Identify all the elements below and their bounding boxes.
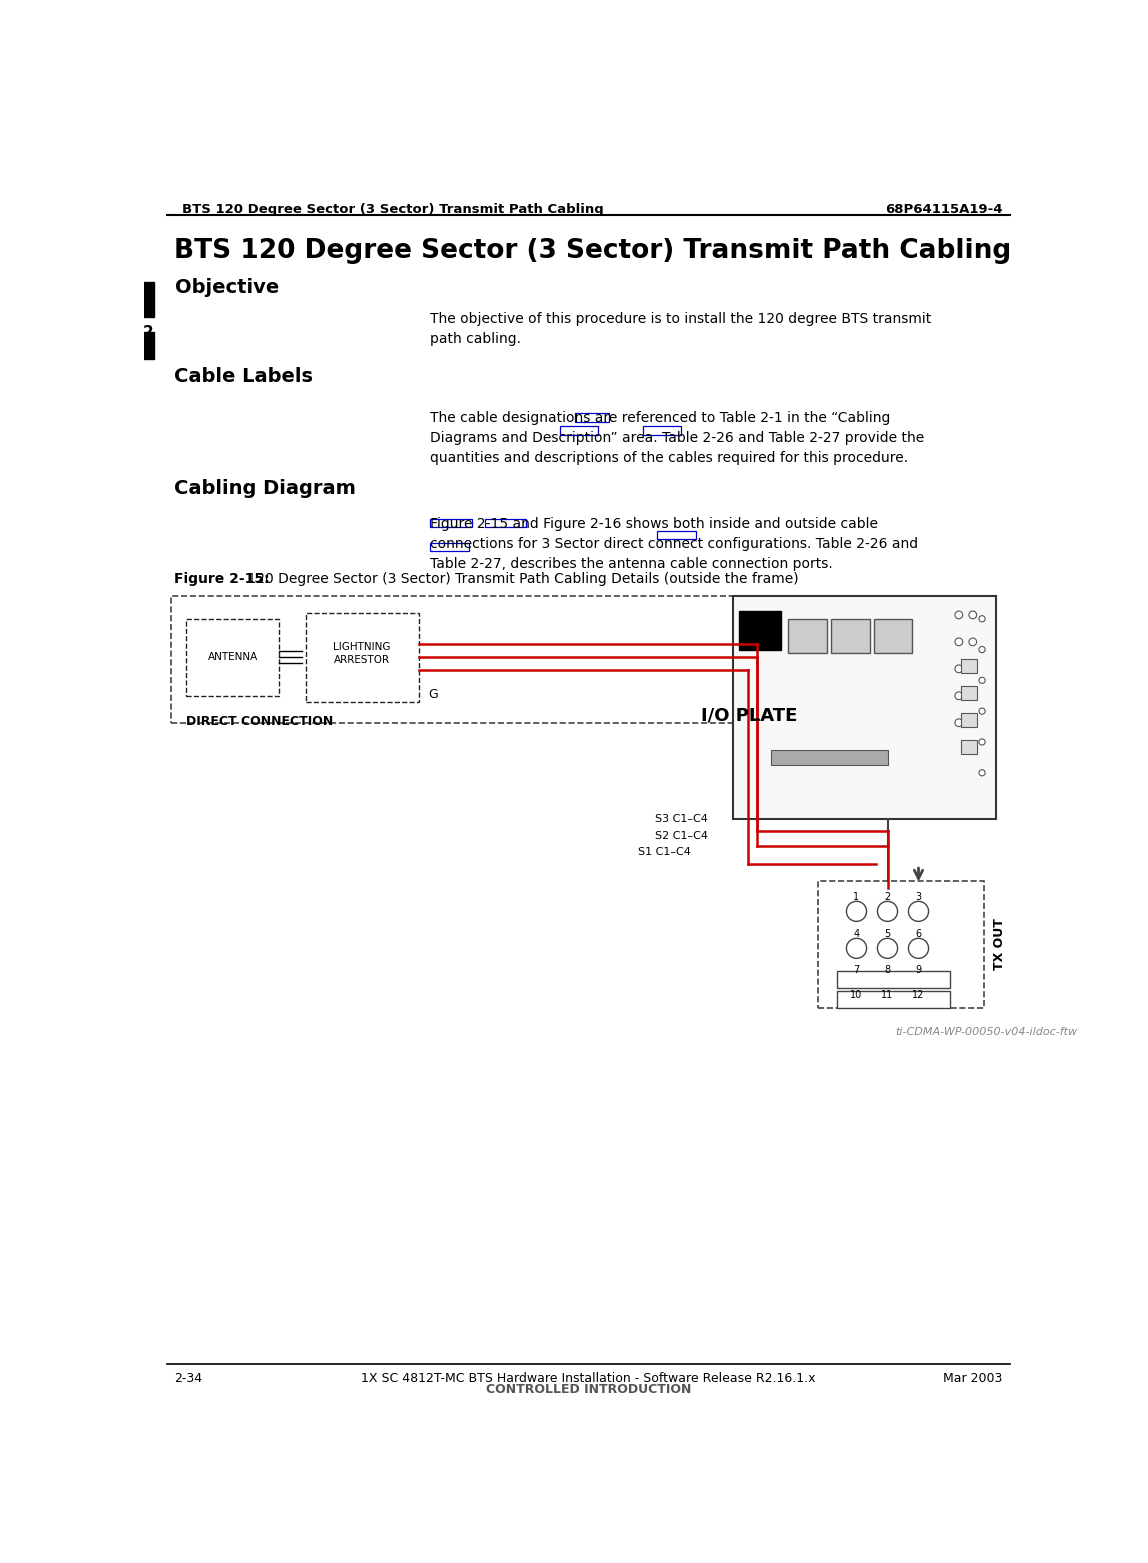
Bar: [874, 619, 913, 653]
Text: 2: 2: [142, 325, 154, 339]
Bar: [307, 613, 419, 702]
Text: DIRECT CONNECTION: DIRECT CONNECTION: [186, 714, 333, 728]
Text: 1X SC 4812T-MC BTS Hardware Installation - Software Release R2.16.1.x: 1X SC 4812T-MC BTS Hardware Installation…: [362, 1372, 815, 1385]
Bar: [186, 619, 279, 696]
Bar: [961, 658, 977, 672]
Text: ti-CDMA-WP-00050-v04-ildoc-ftw: ti-CDMA-WP-00050-v04-ildoc-ftw: [895, 1027, 1077, 1036]
Bar: [961, 686, 977, 700]
Text: 6: 6: [915, 930, 922, 939]
Bar: [837, 991, 949, 1008]
Circle shape: [877, 902, 898, 921]
Circle shape: [979, 739, 985, 746]
Text: I/O PLATE: I/O PLATE: [700, 706, 797, 724]
Circle shape: [969, 638, 977, 646]
Text: BTS 120 Degree Sector (3 Sector) Transmit Path Cabling: BTS 120 Degree Sector (3 Sector) Transmi…: [174, 238, 1011, 264]
Circle shape: [908, 938, 929, 958]
Text: 12: 12: [913, 989, 924, 999]
Bar: [817, 880, 984, 1008]
Text: Figure 2-15 and Figure 2-16 shows both inside and outside cable
connections for : Figure 2-15 and Figure 2-16 shows both i…: [430, 517, 918, 570]
Text: 4: 4: [853, 930, 860, 939]
Bar: [171, 596, 755, 722]
Text: S3 C1–C4: S3 C1–C4: [656, 814, 708, 824]
Text: 8: 8: [884, 964, 891, 975]
Text: LIGHTNING
ARRESTOR: LIGHTNING ARRESTOR: [333, 642, 390, 664]
Text: 7: 7: [853, 964, 860, 975]
Text: 10: 10: [851, 989, 862, 999]
Text: 1: 1: [853, 892, 860, 902]
Circle shape: [969, 611, 977, 619]
Text: 3: 3: [915, 892, 922, 902]
Circle shape: [846, 902, 867, 921]
Circle shape: [979, 647, 985, 653]
Bar: [738, 611, 782, 650]
Bar: [560, 427, 598, 435]
Circle shape: [955, 692, 963, 700]
Circle shape: [955, 719, 963, 727]
Text: BTS 120 Degree Sector (3 Sector) Transmit Path Cabling: BTS 120 Degree Sector (3 Sector) Transmi…: [183, 203, 604, 216]
Circle shape: [955, 638, 963, 646]
Bar: [831, 619, 870, 653]
Text: S1 C1–C4: S1 C1–C4: [638, 847, 691, 858]
Text: The objective of this procedure is to install the 120 degree BTS transmit
path c: The objective of this procedure is to in…: [430, 313, 931, 347]
Circle shape: [969, 719, 977, 727]
Circle shape: [908, 902, 929, 921]
Circle shape: [877, 938, 898, 958]
Text: G: G: [428, 688, 439, 702]
Bar: [144, 331, 154, 358]
Bar: [789, 619, 827, 653]
Bar: [430, 519, 472, 527]
Text: The cable designations are referenced to Table 2-1 in the “Cabling
Diagrams and : The cable designations are referenced to…: [430, 411, 924, 464]
Circle shape: [969, 664, 977, 672]
Bar: [658, 531, 696, 539]
Bar: [575, 413, 610, 422]
Text: ANTENNA: ANTENNA: [208, 652, 258, 663]
Circle shape: [969, 692, 977, 700]
Text: S2 C1–C4: S2 C1–C4: [656, 830, 708, 841]
Circle shape: [979, 677, 985, 683]
Text: 9: 9: [915, 964, 922, 975]
Text: 2-34: 2-34: [174, 1372, 203, 1385]
Text: CONTROLLED INTRODUCTION: CONTROLLED INTRODUCTION: [486, 1383, 691, 1396]
Text: Objective: Objective: [174, 278, 279, 297]
Bar: [484, 519, 526, 527]
Bar: [837, 972, 949, 988]
Circle shape: [979, 769, 985, 775]
Text: Cabling Diagram: Cabling Diagram: [174, 478, 356, 497]
Circle shape: [979, 708, 985, 714]
Text: 5: 5: [884, 930, 891, 939]
Text: 68P64115A19-4: 68P64115A19-4: [885, 203, 1002, 216]
Bar: [643, 427, 682, 435]
Text: 2: 2: [884, 892, 891, 902]
Bar: [732, 596, 996, 819]
Text: 11: 11: [882, 989, 893, 999]
Text: Figure 2-15:: Figure 2-15:: [174, 572, 270, 586]
Text: TX OUT: TX OUT: [993, 917, 1007, 969]
Bar: [961, 713, 977, 727]
Circle shape: [955, 664, 963, 672]
Bar: [771, 750, 887, 764]
Text: Mar 2003: Mar 2003: [943, 1372, 1002, 1385]
Circle shape: [846, 938, 867, 958]
Circle shape: [955, 611, 963, 619]
Text: Cable Labels: Cable Labels: [174, 367, 313, 386]
Bar: [144, 283, 154, 317]
Text: 120 Degree Sector (3 Sector) Transmit Path Cabling Details (outside the frame): 120 Degree Sector (3 Sector) Transmit Pa…: [242, 572, 798, 586]
Circle shape: [979, 616, 985, 622]
Bar: [961, 739, 977, 753]
Bar: [430, 542, 470, 552]
